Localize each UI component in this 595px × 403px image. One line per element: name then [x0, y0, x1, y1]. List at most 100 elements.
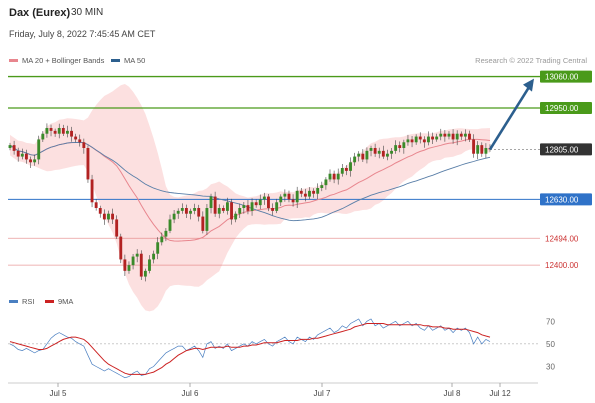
moving-averages [9, 138, 491, 242]
candle-body [12, 145, 16, 151]
candle-body [168, 219, 172, 231]
candle-body [230, 202, 233, 220]
level-tag-3 [540, 193, 592, 206]
legend-ma20-label: MA 20 + Bollinger Bands [22, 56, 105, 65]
candle-body [476, 145, 480, 154]
level-label-0: 13060.00 [545, 73, 579, 82]
x-tick-label-1: Jul 6 [182, 389, 199, 398]
candle-body [29, 159, 32, 163]
candle-body [213, 196, 217, 214]
candle-body [221, 208, 225, 211]
candles [8, 123, 492, 282]
level-tag-0 [540, 70, 592, 83]
legend-9ma-swatch [45, 300, 54, 303]
level-labels: 13060.00 12950.00 12805.00 12630.00 12494.00… [540, 70, 592, 270]
x-tick-label-3: Jul 8 [444, 389, 461, 398]
forecast-arrow [488, 78, 534, 151]
candle-body [414, 136, 418, 143]
candle-body [189, 210, 192, 214]
candle-body [422, 139, 426, 143]
candle-body [180, 208, 184, 211]
candle-body [123, 259, 127, 271]
candle-body [344, 168, 348, 171]
candle-body [24, 153, 28, 160]
candle-body [336, 173, 340, 180]
candle-body [135, 253, 139, 257]
candle-body [308, 190, 311, 197]
candle-body [398, 145, 402, 148]
x-tick-label-2: Jul 7 [314, 389, 331, 398]
rsi-series-9ma [9, 323, 491, 375]
candle-body [250, 202, 254, 211]
legend-ma50-swatch [111, 59, 120, 62]
candle-body [164, 230, 168, 237]
candle-body [111, 213, 114, 220]
legend-9ma-label: 9MA [58, 297, 74, 306]
candle-body [410, 139, 414, 143]
candle-body [156, 242, 160, 254]
candle-body [271, 208, 274, 211]
candle-body [369, 148, 373, 151]
rsi-panel: 30 50 70 [8, 317, 555, 379]
candle-body [226, 202, 229, 211]
candle-body [209, 196, 213, 208]
candle-body [459, 133, 463, 137]
level-label-3: 12630.00 [545, 195, 579, 204]
x-axis: Jul 5 Jul 6 Jul 7 Jul 8 Jul 12 [8, 382, 538, 398]
candle-body [246, 205, 250, 211]
candle-body [143, 270, 147, 277]
candle-body [303, 193, 307, 197]
rsi-tick-label-2: 70 [546, 317, 555, 326]
candle-body [131, 256, 135, 266]
candle-body [295, 190, 299, 203]
price-levels [8, 75, 540, 266]
candle-body [33, 159, 37, 163]
candle-body [394, 145, 398, 151]
candle-body [201, 216, 205, 231]
legend-ma20-swatch [9, 59, 18, 62]
candle-body [217, 208, 221, 214]
candle-body [320, 185, 324, 188]
candle-body [402, 142, 406, 148]
candle-body [357, 153, 361, 157]
candle-body [472, 139, 476, 154]
rsi-tick-label-1: 50 [546, 340, 555, 349]
candle-body [353, 156, 357, 163]
candle-body [406, 139, 410, 143]
candle-body [463, 133, 467, 137]
level-label-5: 12400.00 [545, 261, 579, 270]
candle-body [160, 236, 164, 243]
legend-rsi-swatch [9, 300, 18, 303]
candle-body [275, 202, 279, 211]
candle-body [66, 130, 69, 134]
candle-body [205, 208, 209, 231]
candle-body [365, 150, 369, 160]
candle-body [86, 148, 90, 180]
candle-body [57, 128, 61, 134]
candle-body [431, 136, 434, 140]
x-tick-label-0: Jul 5 [50, 389, 67, 398]
candle-body [340, 168, 344, 174]
candle-body [390, 150, 393, 154]
candle-body [324, 179, 328, 186]
candle-body [468, 133, 471, 140]
instrument-title: Dax (Eurex) [9, 7, 71, 19]
candle-body [61, 128, 65, 134]
candle-body [451, 133, 455, 140]
rsi-tick-label-0: 30 [546, 362, 555, 371]
candle-body [119, 236, 123, 260]
candle-body [242, 205, 246, 208]
candle-body [37, 139, 41, 160]
candle-body [78, 139, 82, 143]
ma50-line [9, 141, 491, 222]
candle-body [291, 199, 295, 203]
candle-body [20, 153, 24, 157]
candle-body [447, 133, 451, 137]
candle-body [418, 136, 422, 140]
legend-ma50-label: MA 50 [124, 56, 146, 65]
candle-body [427, 136, 430, 143]
level-label-4: 12494.00 [545, 234, 579, 243]
candle-body [377, 150, 381, 154]
candle-body [70, 130, 73, 137]
